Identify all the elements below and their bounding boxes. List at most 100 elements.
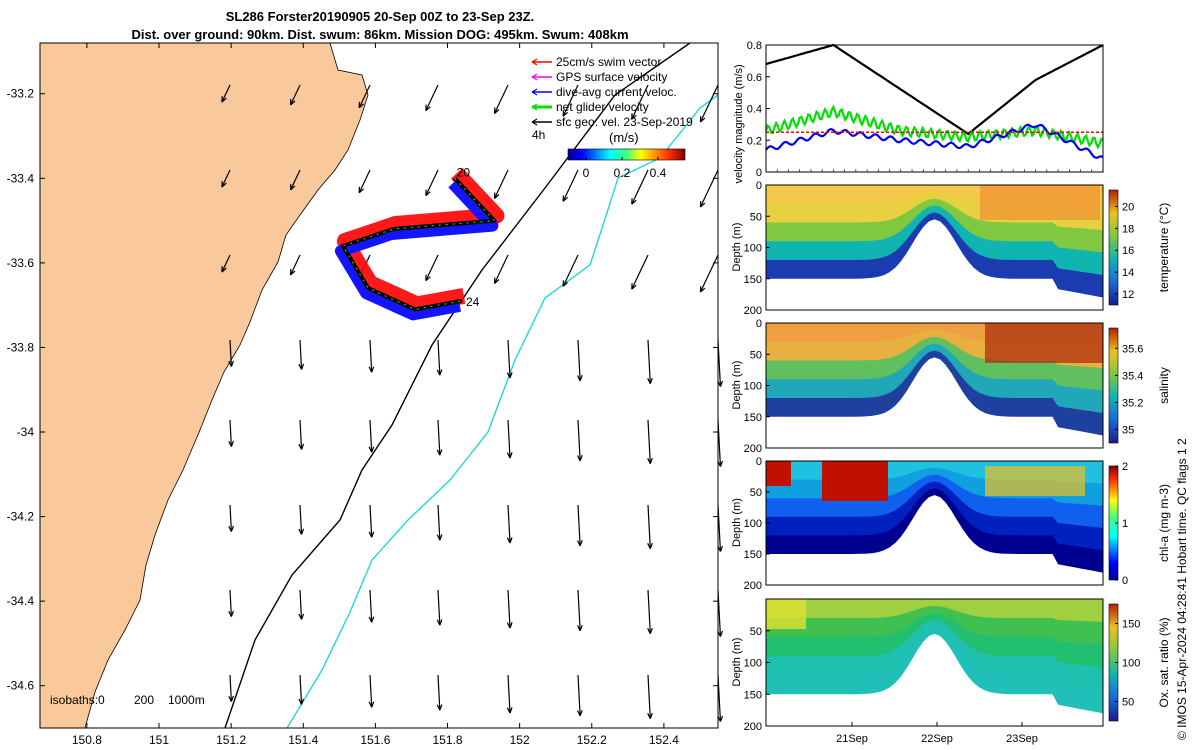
velocity-y-tick-label: 0.8 [747,40,762,52]
section-colorbar-tick-label: 35 [1122,424,1134,436]
section-colorbar-tick-label: 150 [1122,619,1140,631]
geo-velocity-arrow [699,254,719,293]
section-colorbar-tick-label: 1 [1122,518,1128,530]
geo-velocity-arrow [425,254,439,281]
map-x-tick-label: 150.8 [72,733,102,747]
geo-velocity-arrow [577,674,581,716]
geo-velocity-arrow [493,254,509,284]
map-y-tick-label: -33.8 [7,340,35,354]
geo-velocity-arrowhead [298,443,305,450]
velocity-bg [766,45,1103,172]
legend-entry-label: net glider velocity [556,100,649,114]
geo-velocity-arrow [229,339,232,367]
geo-velocity-arrowhead [631,198,637,205]
isobath-label-1000: 1000m [168,693,205,707]
geo-velocity-arrowhead [576,625,583,632]
section-y-tick-label: 100 [744,658,762,670]
geo-velocity-arrow [299,339,303,370]
section-colorbar-tick-label: 2 [1122,461,1128,473]
credit-text: © IMOS 15-Apr-2024 04:28:41 Hobart time.… [1175,438,1189,740]
legend-arrowhead [531,118,538,126]
geo-velocity-arrowhead [425,189,431,197]
geo-velocity-arrowhead [289,98,296,106]
geo-velocity-arrowhead [562,110,569,117]
map-x-tick-label: 151.2 [216,733,246,747]
geo-velocity-arrowhead [493,277,500,284]
section-y-tick-label: 0 [756,456,762,468]
section-colorbar [1108,189,1119,306]
geo-velocity-arrowhead [358,186,365,194]
velocity-series-line [765,43,1104,136]
section-colorbar-tick-label: 35.2 [1122,397,1143,409]
geo-velocity-arrowhead [221,181,227,188]
geo-velocity-arrow [369,419,373,453]
section-y-tick-label: 200 [744,580,762,592]
geo-velocity-arrowhead [298,363,305,370]
section-y-tick-label: 150 [744,549,762,561]
geo-velocity-arrowhead [576,540,583,547]
geo-velocity-arrowhead [576,710,583,717]
section-depth-band [766,599,1103,622]
section-ylabel: Depth (m) [731,638,743,687]
velocity-y-tick-label: 0.6 [747,72,762,84]
geo-velocity-arrow [290,254,301,276]
geo-velocity-arrowhead [576,375,583,382]
geo-velocity-arrow [221,84,231,103]
geo-velocity-arrowhead [221,96,227,103]
geo-velocity-arrowhead [631,283,637,290]
geo-velocity-arrowhead [228,610,235,617]
geo-velocity-arrowhead [358,101,365,109]
section-ylabel: Depth (m) [731,498,743,547]
legend-entry-label: 25cm/s swim vector [556,55,661,69]
geo-velocity-arrowhead [647,542,653,549]
track-label-start: 20 [457,165,471,179]
geo-velocity-arrowhead [576,455,583,462]
geo-velocity-arrow [507,589,511,629]
section-colorbar-tick-label: 18 [1122,223,1134,235]
geo-velocity-arrow [699,169,719,208]
geo-velocity-arrowhead [506,372,513,379]
legend-entry-label: GPS surface velocity [556,70,667,84]
legend-time-step: 4h [532,128,545,142]
velocity-y-tick-label: 0 [756,167,762,179]
track-label-end: 24 [466,295,480,309]
geo-velocity-arrowhead [647,712,653,719]
geo-velocity-arrow [631,84,649,120]
map-y-tick-label: -34.4 [7,594,35,608]
geo-velocity-arrow [507,339,511,379]
geo-velocity-arrow [507,674,511,714]
geo-velocity-arrowhead [493,107,500,114]
section-ylabel: Depth (m) [731,223,743,272]
geo-velocity-arrowhead [289,268,296,276]
geo-velocity-arrow [631,254,649,290]
isobath-label-200: 200 [134,693,154,707]
map-colorbar-tick-label: 0.2 [614,166,631,180]
section-colorbar-tick-label: 12 [1122,289,1134,301]
section-x-tick-label: 21Sep [836,733,868,745]
geo-velocity-arrow [647,674,651,719]
velocity-ylabel: velocity magnitude (m/s) [733,64,745,183]
geo-velocity-arrow [493,84,509,114]
legend-arrowhead [531,88,538,96]
section-colorbar-label: Ox. sat. ratio (%) [1157,617,1171,707]
geo-velocity-arrow [437,419,441,456]
geo-velocity-arrowhead [425,104,431,112]
section-y-tick-label: 50 [750,487,762,499]
section-colorbar-label: temperature (°C) [1157,203,1171,293]
geo-velocity-arrow [369,674,373,708]
section-y-tick-label: 200 [744,305,762,317]
map-colorbar-tick-label: 0.4 [650,166,667,180]
velocity-y-tick-label: 0.4 [747,104,762,116]
section-warm-patch [980,185,1100,220]
geo-velocity-arrowhead [562,280,569,287]
legend-arrowhead [531,73,538,81]
section-ox-patch [766,599,806,629]
section-y-tick-label: 100 [744,243,762,255]
map-colorbar-label: (m/s) [609,130,639,145]
geo-velocity-arrowhead [647,627,653,634]
map-frame [39,42,719,729]
geo-velocity-arrow [647,504,651,549]
geo-velocity-arrow [425,169,439,196]
